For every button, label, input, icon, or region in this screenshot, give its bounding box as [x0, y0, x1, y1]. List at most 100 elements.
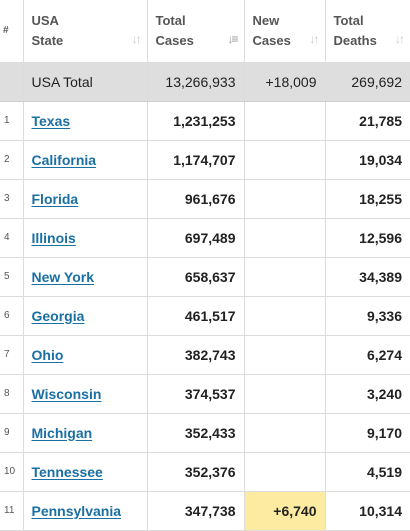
- total-cases-column-header[interactable]: Total Cases ↓≡: [147, 0, 245, 63]
- state-cell: Michigan: [23, 413, 148, 453]
- row-index-cell: 11: [0, 491, 24, 531]
- total-cases-cell: 382,743: [147, 335, 245, 375]
- header-row: # USA State ↓↑ Total Cases ↓≡ New Cases …: [0, 0, 410, 63]
- new-cases-header-line1: New: [252, 12, 280, 28]
- total-cases-cell: 347,738: [147, 491, 245, 531]
- row-index-cell: 1: [0, 101, 24, 141]
- state-header-line1: USA: [31, 12, 59, 28]
- sort-icon[interactable]: ↓↑: [309, 31, 320, 46]
- row-index-cell: 9: [0, 413, 24, 453]
- state-link[interactable]: Pennsylvania: [31, 502, 122, 519]
- state-link[interactable]: California: [31, 151, 97, 168]
- total-deaths-cell: 34,389: [325, 257, 410, 297]
- state-link[interactable]: Tennessee: [31, 463, 103, 480]
- new-cases-cell: [244, 140, 326, 180]
- row-index-cell: 5: [0, 257, 24, 297]
- total-deaths-column-header[interactable]: Total Deaths ↓↑: [325, 0, 410, 63]
- table-row: 6 Georgia 461,517 9,336: [0, 296, 410, 336]
- state-cell: Florida: [23, 179, 148, 219]
- state-cell: Wisconsin: [23, 374, 148, 414]
- table-header: # USA State ↓↑ Total Cases ↓≡ New Cases …: [0, 0, 410, 63]
- total-cases-cell: 697,489: [147, 218, 245, 258]
- total-deaths-cell: 12,596: [325, 218, 410, 258]
- total-cases-cell: 658,637: [147, 257, 245, 297]
- total-label-cell: USA Total: [23, 62, 148, 102]
- table-row: 7 Ohio 382,743 6,274: [0, 335, 410, 375]
- total-deaths-cell: 3,240: [325, 374, 410, 414]
- table-row: 10 Tennessee 352,376 4,519: [0, 452, 410, 492]
- total-new-cases-cell: +18,009: [244, 62, 326, 102]
- total-cases-header-line1: Total: [155, 12, 186, 28]
- total-deaths-cell: 10,314: [325, 491, 410, 531]
- total-deaths-cell: 9,170: [325, 413, 410, 453]
- row-index-cell: 6: [0, 296, 24, 336]
- state-link[interactable]: Wisconsin: [31, 385, 102, 402]
- new-cases-cell: [244, 179, 326, 219]
- total-cases-cell: 961,676: [147, 179, 245, 219]
- index-header-label: #: [3, 24, 9, 36]
- total-deaths-header-line2: Deaths: [333, 32, 377, 48]
- total-index-cell: [0, 62, 24, 102]
- state-link[interactable]: Georgia: [31, 307, 85, 324]
- sort-icon[interactable]: ↓↑: [395, 31, 405, 46]
- new-cases-cell: +6,740: [244, 491, 326, 531]
- state-column-header[interactable]: USA State ↓↑: [23, 0, 148, 63]
- total-cases-cell: 374,537: [147, 374, 245, 414]
- usa-total-row: USA Total 13,266,933 +18,009 269,692: [0, 62, 410, 102]
- state-cell: Illinois: [23, 218, 148, 258]
- total-cases-cell: 461,517: [147, 296, 245, 336]
- total-deaths-cell: 18,255: [325, 179, 410, 219]
- row-index-cell: 10: [0, 452, 24, 492]
- table-row: 11 Pennsylvania 347,738 +6,740 10,314: [0, 491, 410, 531]
- state-cell: Georgia: [23, 296, 148, 336]
- table-row: 5 New York 658,637 34,389: [0, 257, 410, 297]
- new-cases-cell: [244, 452, 326, 492]
- table-row: 3 Florida 961,676 18,255: [0, 179, 410, 219]
- total-cases-cell: 352,433: [147, 413, 245, 453]
- row-index-cell: 8: [0, 374, 24, 414]
- state-cell: California: [23, 140, 148, 180]
- total-cases-cell: 1,174,707: [147, 140, 245, 180]
- new-cases-cell: [244, 374, 326, 414]
- state-link[interactable]: Texas: [31, 112, 71, 129]
- table-body: USA Total 13,266,933 +18,009 269,692 1 Te…: [0, 62, 410, 531]
- state-link[interactable]: Illinois: [31, 229, 76, 246]
- table-row: 9 Michigan 352,433 9,170: [0, 413, 410, 453]
- state-cell: Ohio: [23, 335, 148, 375]
- table-row: 4 Illinois 697,489 12,596: [0, 218, 410, 258]
- row-index-cell: 2: [0, 140, 24, 180]
- state-cell: New York: [23, 257, 148, 297]
- state-header-line2: State: [31, 32, 64, 48]
- total-cases-cell: 13,266,933: [147, 62, 245, 102]
- state-link[interactable]: New York: [31, 268, 95, 285]
- new-cases-cell: [244, 413, 326, 453]
- total-cases-header-line2: Cases: [155, 32, 194, 48]
- total-deaths-cell: 4,519: [325, 452, 410, 492]
- state-link[interactable]: Michigan: [31, 424, 93, 441]
- state-cell: Pennsylvania: [23, 491, 148, 531]
- state-cell: Tennessee: [23, 452, 148, 492]
- total-deaths-cell: 269,692: [325, 62, 410, 102]
- total-deaths-header-line1: Total: [333, 12, 364, 28]
- table-row: 2 California 1,174,707 19,034: [0, 140, 410, 180]
- total-deaths-cell: 19,034: [325, 140, 410, 180]
- state-link[interactable]: Ohio: [31, 346, 64, 363]
- new-cases-header-line2: Cases: [252, 32, 291, 48]
- total-cases-cell: 352,376: [147, 452, 245, 492]
- state-link[interactable]: Florida: [31, 190, 79, 207]
- total-cases-cell: 1,231,253: [147, 101, 245, 141]
- state-cell: Texas: [23, 101, 148, 141]
- new-cases-cell: [244, 335, 326, 375]
- new-cases-column-header[interactable]: New Cases ↓↑: [244, 0, 326, 63]
- new-cases-cell: [244, 218, 326, 258]
- sort-desc-icon[interactable]: ↓≡: [227, 31, 238, 46]
- index-column-header: #: [0, 0, 24, 63]
- sort-icon[interactable]: ↓↑: [131, 31, 142, 46]
- row-index-cell: 3: [0, 179, 24, 219]
- new-cases-cell: [244, 101, 326, 141]
- row-index-cell: 4: [0, 218, 24, 258]
- total-deaths-cell: 21,785: [325, 101, 410, 141]
- new-cases-cell: [244, 257, 326, 297]
- table-row: 1 Texas 1,231,253 21,785: [0, 101, 410, 141]
